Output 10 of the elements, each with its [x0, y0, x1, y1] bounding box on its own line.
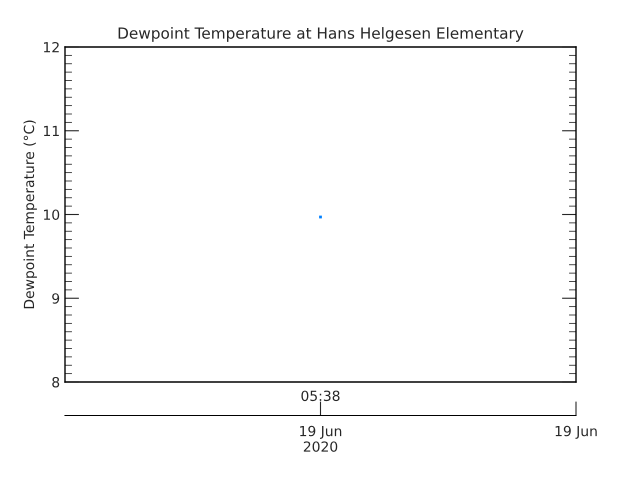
- y-tick-label: 11: [44, 126, 59, 136]
- text: 19 Jun: [556, 426, 597, 439]
- y-tick-label: 12: [44, 42, 59, 52]
- y-tick-label: 10: [44, 209, 60, 220]
- y-tick-label: 9: [52, 293, 60, 304]
- x-tick-label: 05:38: [301, 390, 340, 402]
- chart-title: Dewpoint Temperature at Hans Helgesen Elementary: [118, 27, 524, 42]
- text: 19 Jun 2020: [300, 426, 342, 452]
- y-tick-label: 8: [52, 376, 60, 388]
- y-axis-title: Dewpoint Temperature (°C): [23, 120, 37, 308]
